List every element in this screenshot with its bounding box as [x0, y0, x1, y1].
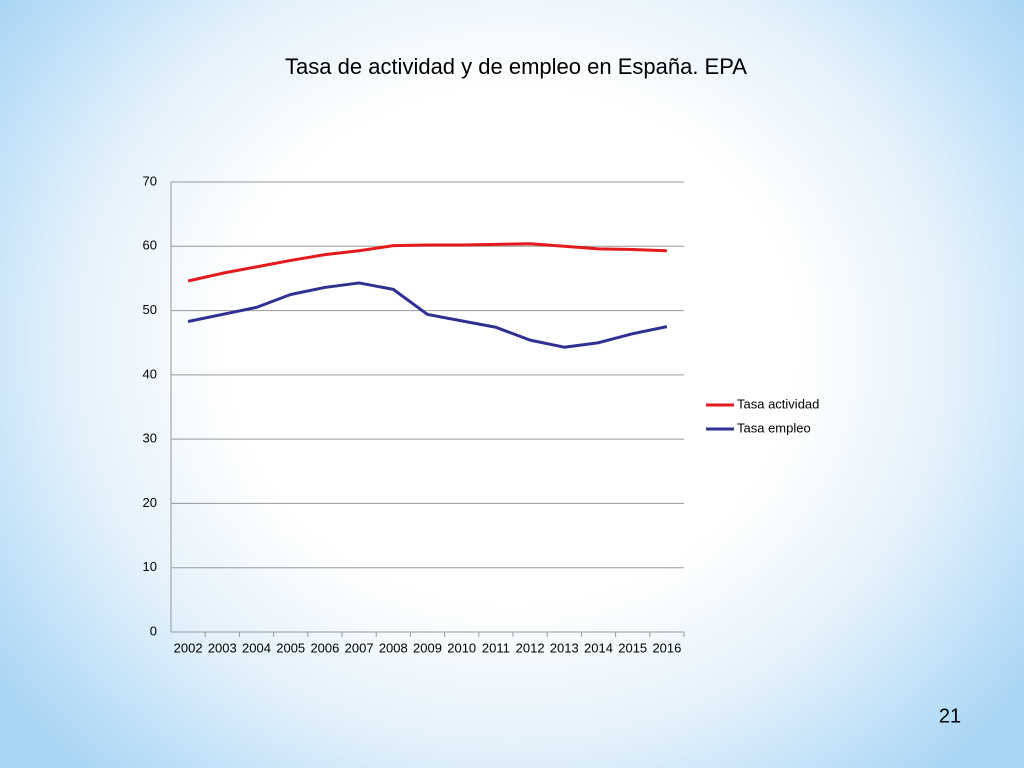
x-tick-label: 2003	[208, 640, 237, 655]
x-tick-label: 2008	[379, 640, 408, 655]
x-tick-label: 2002	[174, 640, 203, 655]
y-tick-label: 0	[150, 623, 157, 638]
x-tick-label: 2011	[482, 640, 510, 655]
x-tick-label: 2015	[618, 640, 647, 655]
x-tick-label: 2004	[242, 640, 271, 655]
x-tick-label: 2016	[652, 640, 681, 655]
x-tick-label: 2006	[310, 640, 339, 655]
page-number: 21	[939, 705, 961, 727]
y-tick-label: 30	[143, 431, 157, 446]
x-tick-label: 2007	[345, 640, 374, 655]
x-tick-label: 2005	[276, 640, 305, 655]
y-tick-label: 50	[143, 302, 157, 317]
y-tick-label: 70	[143, 173, 157, 188]
legend-label: Tasa empleo	[737, 420, 811, 435]
x-tick-label: 2012	[516, 640, 545, 655]
line-series	[187, 281, 668, 349]
x-tick-label: 2014	[584, 640, 613, 655]
line-series	[187, 242, 667, 283]
legend-label: Tasa actividad	[737, 396, 819, 411]
x-tick-label: 2013	[550, 640, 579, 655]
x-tick-label: 2010	[447, 640, 476, 655]
y-tick-label: 10	[143, 559, 157, 574]
chart-title: Tasa de actividad y de empleo en España.…	[285, 54, 747, 79]
y-tick-label: 40	[143, 366, 157, 381]
y-tick-label: 60	[143, 238, 157, 253]
y-tick-label: 20	[143, 495, 157, 510]
x-tick-label: 2009	[413, 640, 442, 655]
